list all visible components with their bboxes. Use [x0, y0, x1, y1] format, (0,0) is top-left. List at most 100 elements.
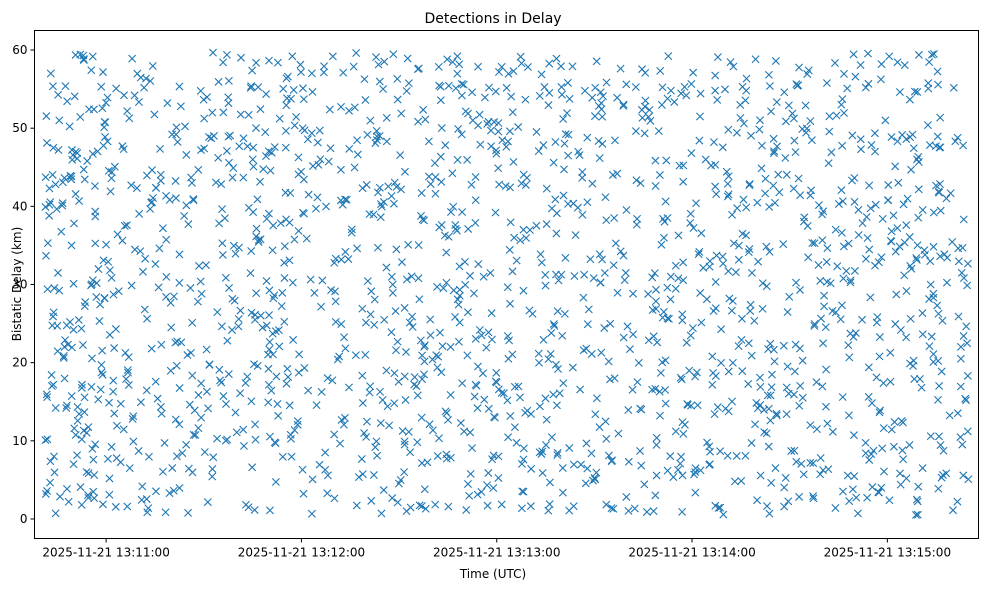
data-point: [864, 392, 873, 401]
data-point: [276, 219, 285, 228]
data-point: [482, 343, 491, 352]
data-point: [391, 307, 400, 316]
data-point: [50, 452, 59, 461]
data-point: [745, 245, 754, 253]
data-point: [188, 318, 197, 327]
data-point: [154, 283, 163, 292]
data-point: [872, 373, 881, 382]
data-point: [461, 107, 470, 116]
data-point: [220, 214, 229, 223]
data-point: [687, 80, 696, 88]
data-point: [273, 400, 282, 408]
data-point: [856, 61, 865, 69]
data-point: [264, 398, 273, 407]
data-point: [933, 132, 942, 141]
data-point: [558, 331, 567, 340]
data-point: [798, 356, 807, 365]
data-point: [367, 287, 376, 296]
data-point: [407, 272, 416, 281]
data-point: [454, 300, 463, 309]
data-point: [400, 468, 409, 477]
data-point: [483, 501, 492, 510]
data-point: [119, 145, 128, 154]
data-point: [54, 145, 63, 154]
data-point: [125, 464, 134, 473]
data-point: [254, 83, 263, 92]
data-point: [110, 409, 119, 418]
data-point: [832, 111, 841, 120]
data-point: [358, 371, 367, 380]
data-point: [838, 393, 847, 402]
data-point: [912, 255, 921, 264]
data-point: [858, 315, 867, 324]
data-point: [439, 284, 448, 293]
data-point: [99, 141, 108, 150]
data-point: [403, 54, 412, 63]
data-point: [959, 331, 968, 340]
data-point: [327, 286, 336, 295]
data-point: [762, 429, 771, 438]
data-point: [905, 440, 914, 449]
data-point: [929, 350, 938, 359]
data-point: [78, 340, 87, 349]
data-points: [41, 48, 973, 519]
data-point: [166, 366, 175, 375]
data-point: [247, 247, 256, 256]
data-point: [929, 242, 938, 251]
data-point: [632, 220, 641, 229]
data-point: [814, 201, 823, 210]
data-point: [958, 440, 967, 449]
data-point: [506, 412, 515, 421]
data-point: [723, 451, 732, 460]
data-point: [758, 304, 767, 313]
data-point: [466, 271, 475, 280]
data-point: [644, 289, 653, 298]
data-point: [723, 179, 732, 188]
data-point: [906, 314, 915, 323]
data-point: [313, 138, 322, 147]
data-point: [765, 509, 774, 518]
data-point: [538, 447, 547, 456]
data-point: [679, 258, 688, 267]
data-point: [601, 193, 610, 202]
data-point: [231, 249, 240, 258]
data-point: [461, 280, 470, 289]
data-point: [828, 307, 837, 316]
data-point: [669, 473, 678, 482]
data-point: [417, 501, 426, 510]
data-point: [433, 363, 442, 372]
data-point: [400, 440, 409, 449]
x-tick-label: 2025-11-21 13:13:00: [433, 546, 560, 560]
data-point: [710, 410, 719, 419]
data-point: [655, 171, 664, 180]
data-point: [94, 265, 103, 274]
data-point: [559, 115, 568, 123]
data-point: [219, 108, 228, 117]
data-point: [926, 257, 935, 266]
data-point: [350, 163, 359, 172]
data-point: [358, 470, 367, 479]
data-point: [783, 308, 792, 317]
data-point: [53, 347, 62, 356]
data-point: [410, 380, 419, 389]
data-point: [683, 400, 692, 409]
data-point: [742, 86, 751, 95]
data-point: [494, 164, 503, 173]
data-point: [899, 200, 908, 209]
data-point: [119, 91, 128, 100]
data-point: [560, 309, 569, 318]
data-point: [68, 151, 77, 160]
data-point: [963, 281, 972, 290]
data-point: [679, 161, 688, 170]
data-point: [774, 170, 783, 179]
data-point: [887, 227, 896, 236]
data-point: [602, 500, 611, 509]
data-point: [272, 372, 281, 381]
data-point: [799, 470, 808, 479]
data-point: [142, 495, 151, 504]
data-point: [58, 178, 67, 187]
data-point: [79, 54, 88, 63]
data-point: [182, 201, 191, 210]
data-point: [540, 83, 549, 92]
data-point: [936, 252, 945, 261]
